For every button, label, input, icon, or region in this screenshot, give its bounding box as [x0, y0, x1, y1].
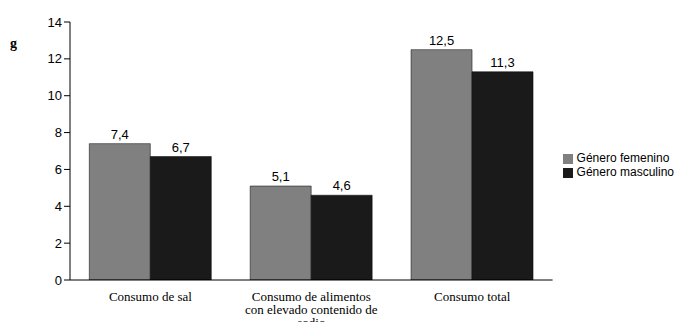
- svg-text:5,1: 5,1: [272, 169, 290, 184]
- svg-text:6,7: 6,7: [172, 140, 190, 155]
- svg-text:Consumo de alimentoscon elevad: Consumo de alimentoscon elevado contenid…: [245, 289, 378, 322]
- svg-text:Consumo total: Consumo total: [434, 289, 511, 304]
- svg-text:12,5: 12,5: [429, 33, 454, 48]
- svg-text:4,6: 4,6: [333, 178, 351, 193]
- svg-text:11,3: 11,3: [490, 55, 514, 70]
- svg-text:10: 10: [48, 88, 62, 103]
- svg-text:0: 0: [55, 273, 62, 288]
- svg-text:12: 12: [48, 51, 62, 66]
- svg-text:14: 14: [48, 15, 62, 30]
- svg-text:7,4: 7,4: [111, 127, 129, 142]
- svg-text:2: 2: [55, 236, 62, 251]
- html-text:Género femenino: Género femenino: [576, 151, 670, 165]
- svg-text:6: 6: [55, 162, 62, 177]
- svg-text:4: 4: [55, 199, 62, 214]
- svg-text:g: g: [10, 36, 17, 51]
- html-text:Género masculino: Género masculino: [576, 165, 674, 179]
- svg-text:Consumo de sal: Consumo de sal: [109, 289, 192, 304]
- svg-text:8: 8: [55, 125, 62, 140]
